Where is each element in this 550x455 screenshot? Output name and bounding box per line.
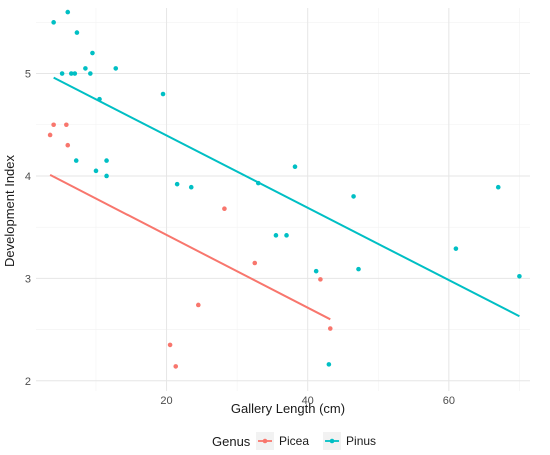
point-picea: [64, 122, 69, 128]
legend: Genus Picea Pinus: [212, 432, 376, 450]
point-picea: [318, 277, 323, 282]
y-tick-label: 5: [25, 69, 31, 81]
point-pinus: [273, 233, 279, 238]
point-pinus: [90, 50, 95, 56]
point-pinus: [495, 184, 501, 190]
y-tick-label: 3: [25, 273, 31, 285]
point-picea: [222, 206, 227, 212]
point-pinus: [83, 66, 88, 71]
point-pinus: [104, 158, 109, 163]
point-picea: [65, 142, 71, 148]
point-picea: [47, 132, 53, 138]
legend-point: [262, 438, 268, 444]
y-axis-ticks: 2 3 4 5: [25, 69, 31, 388]
x-axis-ticks: 20 40 60: [160, 395, 455, 407]
point-picea: [327, 326, 333, 331]
legend-point: [329, 438, 335, 444]
point-pinus: [113, 66, 119, 71]
legend-label: Pinus: [346, 434, 376, 448]
trend-line-pinus: [53, 76, 520, 318]
point-pinus: [356, 266, 361, 272]
point-picea: [252, 260, 258, 266]
legend-title: Genus: [212, 434, 251, 449]
point-pinus: [73, 158, 79, 163]
point-pinus: [174, 181, 180, 187]
x-axis-title: Gallery Length (cm): [231, 401, 345, 416]
legend-item-picea: Picea: [256, 432, 309, 450]
x-tick-label: 60: [443, 395, 455, 407]
point-pinus: [68, 71, 74, 76]
trend-line-picea: [49, 174, 331, 321]
y-axis-title: Development Index: [2, 154, 17, 267]
point-pinus: [74, 30, 80, 35]
point-pinus: [453, 246, 459, 251]
point-pinus: [517, 274, 522, 279]
point-pinus: [93, 168, 99, 174]
point-pinus: [255, 180, 261, 186]
legend-label: Picea: [279, 434, 309, 448]
data-points: [47, 9, 522, 369]
point-pinus: [351, 194, 356, 199]
trend-lines: [49, 76, 520, 321]
point-picea: [51, 122, 56, 128]
point-picea: [196, 302, 201, 308]
point-pinus: [88, 71, 93, 76]
point-pinus: [65, 9, 71, 15]
point-pinus: [326, 362, 332, 367]
point-pinus: [284, 233, 289, 238]
point-pinus: [313, 268, 319, 274]
y-tick-label: 4: [25, 171, 31, 183]
legend-item-pinus: Pinus: [323, 432, 376, 450]
point-pinus: [72, 71, 78, 76]
x-tick-label: 20: [160, 395, 172, 407]
point-pinus: [59, 71, 65, 76]
point-pinus: [51, 20, 56, 25]
point-pinus: [292, 164, 298, 170]
grid: [36, 8, 530, 391]
y-tick-label: 2: [25, 376, 31, 388]
point-picea: [173, 364, 179, 369]
point-pinus: [104, 173, 109, 179]
point-pinus: [188, 184, 194, 190]
point-picea: [167, 342, 173, 348]
x-tick-label: 40: [302, 395, 314, 407]
point-pinus: [97, 96, 102, 102]
point-pinus: [160, 91, 166, 97]
